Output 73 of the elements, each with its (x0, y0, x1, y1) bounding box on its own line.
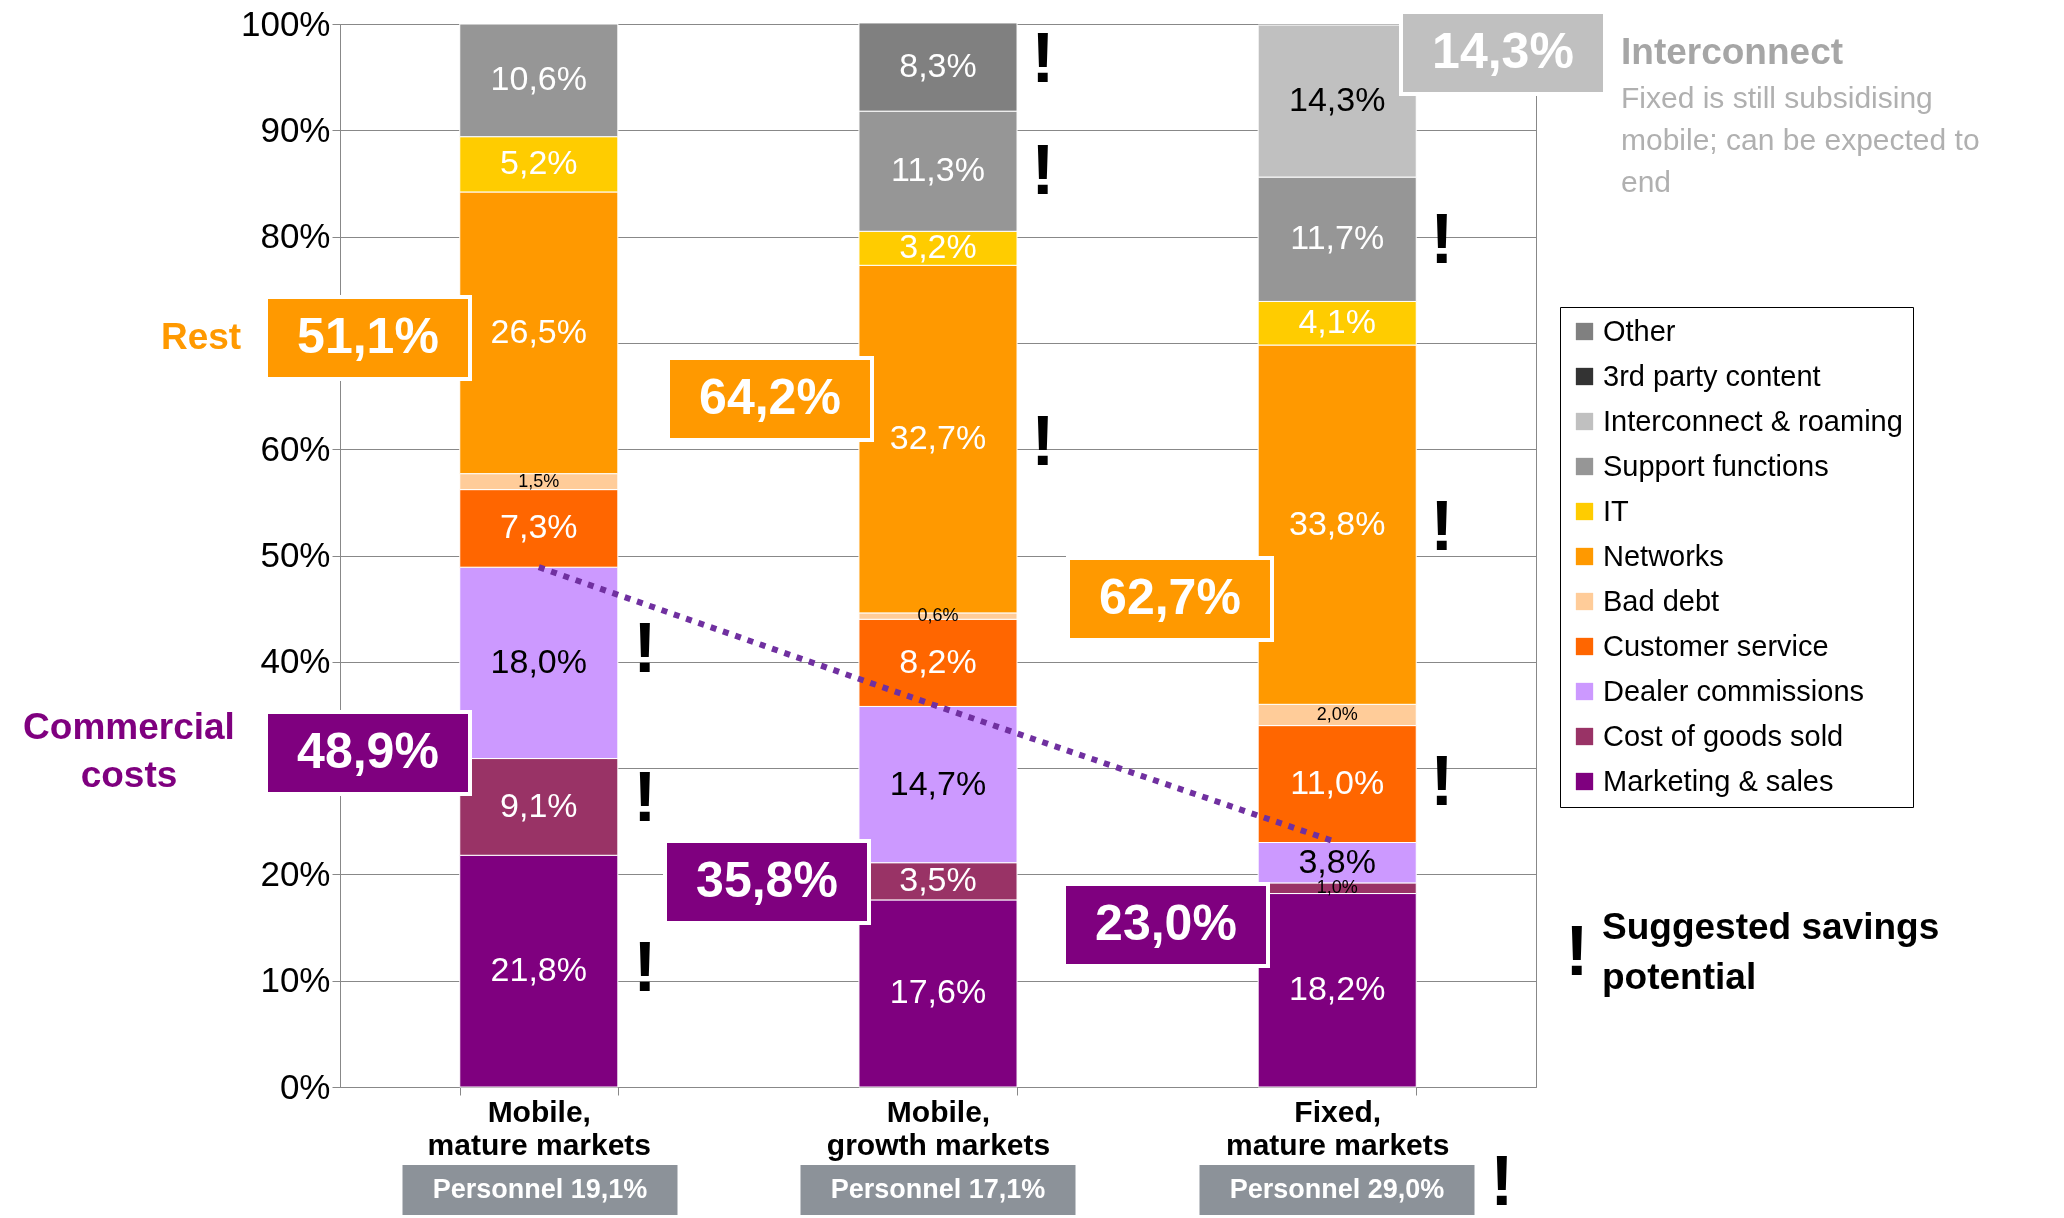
data-label: 32,7% (889, 418, 987, 457)
annotation: ! (633, 928, 657, 1006)
annotation: ! (1430, 200, 1454, 278)
annotation: 62,7% (1099, 569, 1241, 625)
legend-label: Bad debt (1603, 584, 1720, 617)
y-tick-label: 80% (260, 216, 331, 256)
text: Rest (160, 316, 242, 357)
data-label: 1,5% (518, 470, 560, 491)
legend-label: Networks (1603, 539, 1724, 572)
text: Commercial costs (23, 706, 235, 795)
text: Personnel 29,0% (1229, 1174, 1445, 1204)
data-label: 8,2% (899, 641, 977, 680)
data-label: 11,0% (1290, 763, 1385, 802)
annotation: ! (633, 758, 657, 836)
data-label: 14,3% (1289, 80, 1386, 119)
legend-label: Customer service (1603, 629, 1829, 662)
legend-label: IT (1603, 494, 1630, 527)
data-label: 26,5% (490, 311, 587, 350)
data-label: 4,1% (1298, 302, 1376, 341)
data-label: 11,3% (891, 150, 985, 189)
annotation: ! (1031, 131, 1055, 209)
data-label: 3,8% (1298, 841, 1376, 880)
annotation: 64,2% (699, 369, 841, 425)
annotation: 51,1% (297, 308, 439, 364)
data-label: 11,7% (1290, 218, 1385, 257)
data-label: 33,8% (1289, 503, 1386, 542)
y-tick-label: 0% (279, 1066, 331, 1106)
y-tick-label: 10% (260, 960, 331, 1000)
text: Personnel 17,1% (830, 1174, 1046, 1204)
annotation: ! (1430, 742, 1454, 820)
y-tick-label: 100% (240, 3, 331, 43)
data-label: 18,0% (490, 641, 587, 680)
y-tick-label: 20% (260, 853, 331, 893)
x-tick-label: Mobile, mature markets (427, 1094, 652, 1161)
annotation: 23,0% (1095, 895, 1237, 951)
data-label: 8,3% (899, 46, 977, 85)
legend-label: Other (1603, 314, 1676, 347)
y-tick-label: 90% (260, 109, 331, 149)
legend-label: Support functions (1603, 449, 1829, 482)
data-label: 7,3% (500, 507, 578, 546)
text: ! (1565, 912, 1589, 990)
data-label: 21,8% (490, 950, 587, 989)
annotation: ! (1031, 402, 1055, 480)
legend-label: 3rd party content (1603, 359, 1821, 392)
data-label: 18,2% (1289, 969, 1386, 1008)
data-label: 3,2% (899, 227, 977, 266)
annotation: 48,9% (297, 723, 439, 779)
legend-label: Dealer commissions (1603, 674, 1865, 707)
annotation: 35,8% (696, 852, 838, 908)
y-tick-label: 40% (260, 641, 331, 681)
data-label: 9,1% (500, 785, 578, 824)
text: Fixed is still subsidising mobile; can be expected to end (1621, 81, 1980, 198)
data-label: 5,2% (500, 143, 578, 182)
y-tick-label: 50% (260, 535, 331, 574)
data-label: 14,7% (889, 763, 987, 802)
legend-label: Cost of goods sold (1603, 719, 1844, 752)
legend-label: Interconnect & roaming (1603, 404, 1903, 437)
y-tick-label: 60% (260, 428, 331, 468)
text: Suggested savings potential (1602, 906, 1940, 997)
data-label: 10,6% (490, 59, 587, 98)
x-tick-label: Fixed, mature markets (1225, 1094, 1450, 1161)
annotation: ! (1430, 487, 1454, 565)
text: ! (1490, 1142, 1514, 1218)
annotation: ! (633, 609, 657, 687)
text: Interconnect (1621, 31, 1844, 72)
annotation: ! (1031, 19, 1055, 97)
x-tick-label: Mobile, growth markets (826, 1094, 1051, 1161)
annotation: 14,3% (1432, 23, 1574, 79)
text: Personnel 19,1% (432, 1174, 648, 1204)
data-label: 17,6% (889, 972, 987, 1011)
data-label: 3,5% (899, 860, 977, 899)
legend-label: Marketing & sales (1603, 764, 1834, 797)
data-label: 2,0% (1316, 703, 1358, 724)
